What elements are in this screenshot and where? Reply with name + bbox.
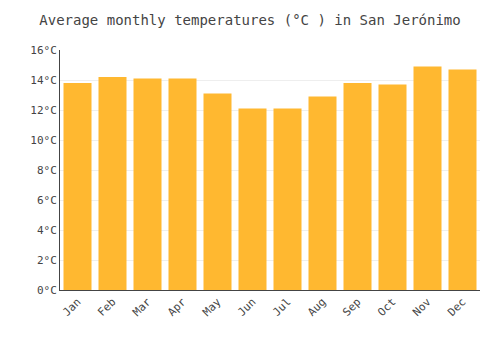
svg-text:10°C: 10°C [30,134,57,147]
svg-text:Jun: Jun [235,296,258,319]
svg-text:12°C: 12°C [30,104,57,117]
svg-text:Sep: Sep [340,296,363,319]
svg-text:Oct: Oct [375,296,398,319]
svg-text:Jan: Jan [60,296,83,319]
svg-text:Jul: Jul [270,296,293,319]
svg-text:Apr: Apr [165,295,189,319]
svg-text:6°C: 6°C [37,194,57,207]
svg-text:2°C: 2°C [37,254,57,267]
svg-text:16°C: 16°C [30,44,57,57]
svg-text:14°C: 14°C [30,74,57,87]
svg-text:May: May [200,295,224,319]
svg-text:4°C: 4°C [37,224,57,237]
svg-text:Mar: Mar [130,295,154,319]
svg-text:Dec: Dec [445,296,468,319]
svg-text:Average monthly temperatures (: Average monthly temperatures (°C ) in Sa… [39,12,460,28]
svg-text:Nov: Nov [410,295,434,319]
svg-text:Aug: Aug [305,296,328,319]
svg-text:0°C: 0°C [37,284,57,297]
svg-text:8°C: 8°C [37,164,57,177]
svg-text:Feb: Feb [95,296,118,319]
